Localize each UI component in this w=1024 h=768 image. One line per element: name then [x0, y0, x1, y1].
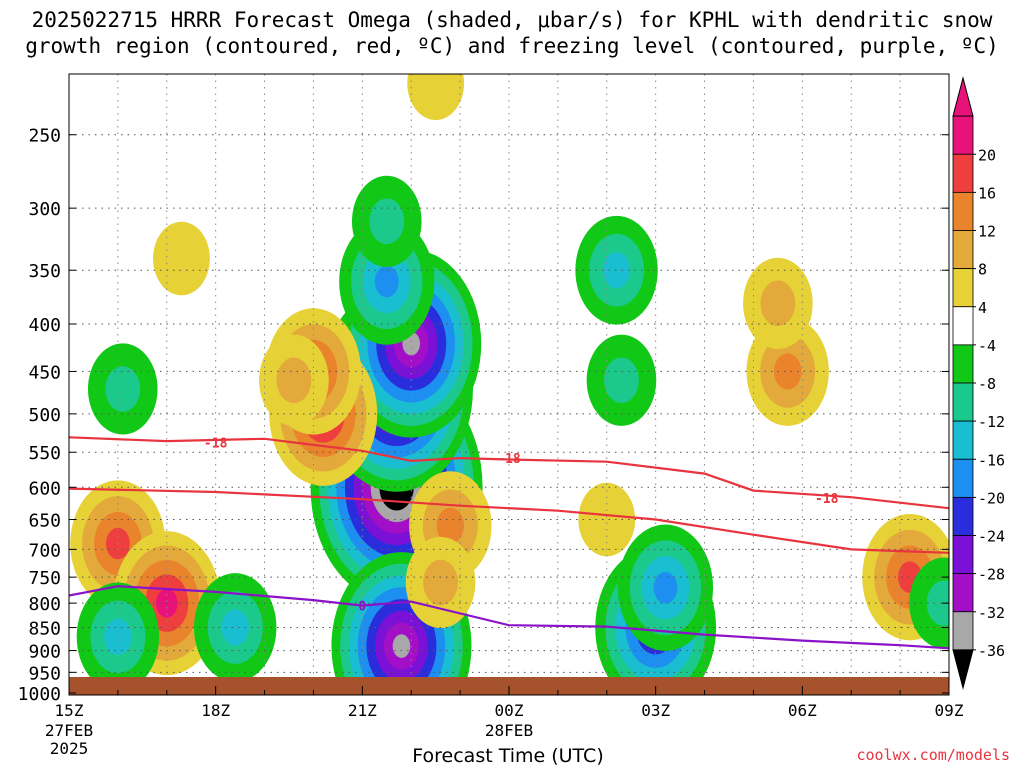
chart-title-line2: growth region (contoured, red, ºC) and f…	[25, 34, 999, 58]
colorbar-label-9: -20	[978, 489, 1005, 507]
omega-cell-26-ring-1	[926, 580, 949, 626]
chart-title-line1: 2025022715 HRRR Forecast Omega (shaded, …	[31, 8, 993, 32]
colorbar-swatch-10	[952, 496, 974, 536]
omega-cell-22-ring-3	[653, 571, 678, 604]
colorbar-swatch-8	[952, 420, 974, 460]
y-tick-label-550: 550	[28, 443, 61, 464]
colorbar-label-13: -36	[978, 642, 1005, 660]
colorbar-swatch-0	[952, 115, 974, 155]
colorbar-swatch-4	[952, 268, 974, 308]
colorbar-label-0: 20	[978, 146, 996, 164]
colorbar-swatch-11	[952, 535, 974, 575]
colorbar-label-11: -28	[978, 566, 1005, 584]
colorbar-label-4: 4	[978, 299, 987, 317]
y-tick-label-1000: 1000	[18, 684, 61, 705]
y-tick-label-250: 250	[28, 126, 61, 147]
y-tick-label-950: 950	[28, 663, 61, 684]
omega-cell-10-ring-1	[105, 366, 141, 412]
colorbar-label-8: -16	[978, 451, 1005, 469]
omega-cell-16-ring-2	[436, 507, 465, 544]
omega-shading	[70, 74, 949, 695]
x-tick-sublabel: 27FEB	[45, 721, 93, 740]
contour-label-0-1: -18	[497, 452, 521, 467]
colorbar-label-12: -32	[978, 604, 1005, 622]
omega-cell-8-ring-1	[276, 357, 312, 404]
omega-cell-4-ring-1	[369, 198, 405, 245]
temperature-contours: -18 -18 -18 0	[69, 436, 949, 650]
colorbar-bottom-arrow	[952, 649, 974, 690]
omega-cell-20-ring-0	[578, 482, 636, 557]
omega-cell-23-ring-2	[773, 353, 802, 390]
colorbar-label-3: 8	[978, 261, 987, 279]
y-tick-label-700: 700	[28, 540, 61, 561]
y-tick-label-800: 800	[28, 594, 61, 615]
colorbar-top-arrow	[952, 76, 974, 117]
omega-cell-14-ring-2	[221, 609, 249, 646]
colorbar-swatch-2	[952, 191, 974, 231]
y-tick-label-600: 600	[28, 478, 61, 499]
contour-purple-2	[69, 585, 949, 650]
omega-cell-11-ring-3	[105, 527, 130, 560]
x-tick-label-18Z: 18Z	[201, 701, 230, 720]
colorbar-label-6: -8	[978, 375, 996, 393]
y-tick-label-650: 650	[28, 511, 61, 532]
colorbar-label-2: 12	[978, 223, 996, 241]
y-tick-label-350: 350	[28, 261, 61, 282]
x-tick-label-21Z: 21Z	[348, 701, 377, 720]
colorbar-swatch-5	[952, 306, 974, 346]
x-tick-sublabel: 28FEB	[485, 721, 533, 740]
omega-cell-18-ring-2	[602, 252, 631, 289]
colorbar-swatch-7	[952, 382, 974, 422]
y-tick-label-500: 500	[28, 405, 61, 426]
colorbar-swatch-13	[952, 611, 974, 651]
x-tick-label-03Z: 03Z	[641, 701, 670, 720]
y-tick-label-450: 450	[28, 362, 61, 383]
colorbar-label-1: 16	[978, 184, 996, 202]
colorbar-swatch-12	[952, 573, 974, 613]
x-tick-label-00Z: 00Z	[495, 701, 524, 720]
omega-cell-24-ring-1	[760, 280, 796, 327]
y-tick-label-750: 750	[28, 568, 61, 589]
omega-cell-19-ring-1	[604, 357, 639, 404]
x-tick-label-15Z: 15Z	[55, 701, 84, 720]
colorbar-swatch-9	[952, 458, 974, 498]
x-tick-label-09Z: 09Z	[935, 701, 964, 720]
y-tick-label-850: 850	[28, 619, 61, 640]
x-tick-sublabel: 2025	[50, 739, 89, 758]
x-axis-title: Forecast Time (UTC)	[412, 745, 604, 767]
colorbar-swatch-1	[952, 153, 974, 193]
contour-label-2-0: 0	[358, 600, 366, 615]
y-tick-label-300: 300	[28, 199, 61, 220]
y-tick-label-900: 900	[28, 642, 61, 663]
colorbar-label-10: -24	[978, 528, 1005, 546]
omega-cell-9-ring-0	[153, 221, 210, 296]
contour-red-1	[69, 487, 949, 554]
omega-cell-13-ring-2	[104, 618, 132, 656]
omega-cell-15-ring-0	[407, 74, 465, 121]
credit-link[interactable]: coolwx.com/models	[856, 746, 1010, 764]
contour-label-0-2: -18	[815, 492, 839, 507]
colorbar-label-5: -4	[978, 337, 996, 355]
contour-label-0-0: -18	[204, 437, 228, 452]
omega-colorbar: 20 16 12 8 4 -4 -8 -12 -16 -20 -24 -28 -32 -36	[952, 76, 1005, 690]
omega-cell-5-ring-7	[392, 634, 411, 658]
y-tick-label-400: 400	[28, 315, 61, 336]
x-tick-label-06Z: 06Z	[788, 701, 817, 720]
colorbar-label-7: -12	[978, 413, 1005, 431]
pressure-axis: 2503003504004505005506006507007508008509…	[18, 126, 949, 705]
omega-cell-3-ring-3	[374, 265, 399, 298]
colorbar-swatch-6	[952, 344, 974, 384]
contour-red-0	[69, 436, 949, 510]
colorbar-swatch-3	[952, 230, 974, 270]
omega-cell-17-ring-1	[423, 559, 458, 606]
